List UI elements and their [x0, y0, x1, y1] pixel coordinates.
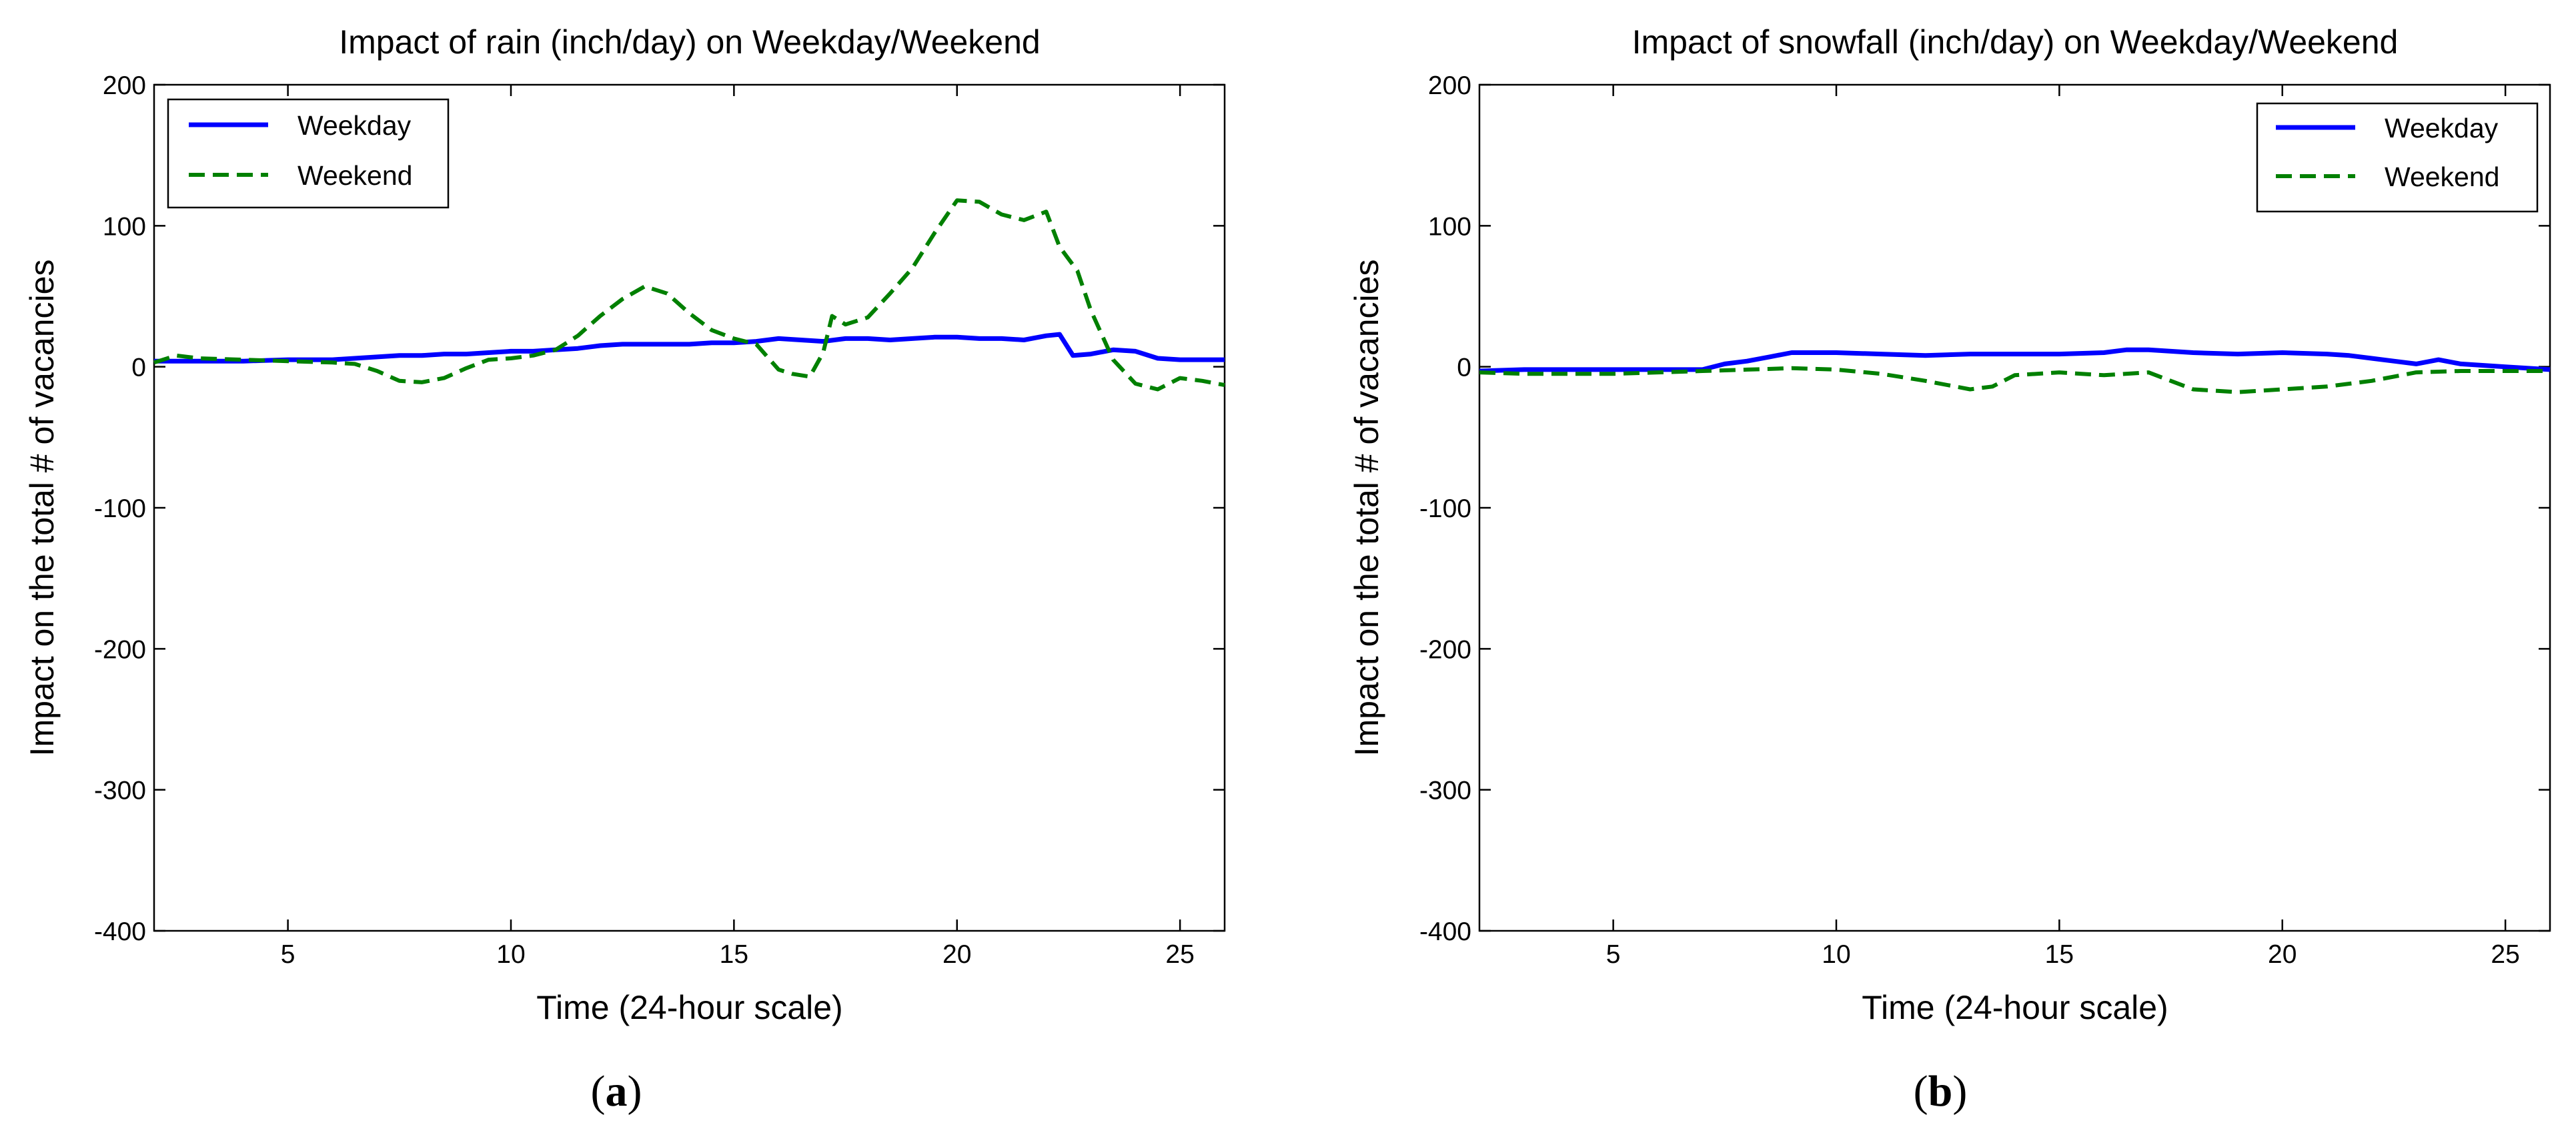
panel-a-series-weekday [154, 332, 1225, 364]
panel-b-caption-open: ( [1914, 1067, 1928, 1116]
panel-b-xtick-label: 5 [1606, 940, 1621, 969]
panel-b-x-axis: 5 10 15 20 25 [1606, 85, 2520, 969]
panel-a-caption-open: ( [591, 1067, 606, 1116]
panel-b-ytick-label: -400 [1419, 917, 1471, 946]
panel-a-x-axis: 5 10 15 20 25 [281, 85, 1195, 969]
panel-b-ytick-label: 0 [1457, 354, 1471, 382]
panel-a-legend-weekend-label: Weekend [297, 160, 412, 191]
panel-a-caption: (a) [591, 1067, 642, 1116]
panel-b-series-weekend [1479, 366, 2550, 394]
panel-b-title: Impact of snowfall (inch/day) on Weekday… [1632, 23, 2399, 61]
panel-a-y-axis: -400 -300 -200 -100 0 100 200 [94, 71, 1225, 946]
panel-a-ytick-label: -400 [94, 917, 146, 946]
panel-b-x-axis-label: Time (24-hour scale) [1862, 989, 2168, 1026]
panel-b-y-axis-label: Impact on the total # of vacancies [1348, 260, 1385, 757]
panel-a-ytick-label: -300 [94, 777, 146, 805]
panel-a-ytick-label: 200 [103, 71, 146, 100]
panel-a: -400 -300 -200 -100 0 100 200 5 10 15 20 25 Impact… [23, 23, 1226, 1116]
panel-a-y-axis-label: Impact on the total # of vacancies [23, 260, 61, 757]
panel-b-xtick-label: 25 [2491, 940, 2519, 969]
panel-a-ytick-label: 0 [131, 354, 146, 382]
panel-a-xtick-label: 20 [942, 940, 971, 969]
panel-a-xtick-label: 10 [496, 940, 525, 969]
panel-b-series-weekday [1479, 347, 2551, 374]
panel-a-legend-box [167, 98, 450, 209]
panel-a-x-axis-label: Time (24-hour scale) [536, 989, 842, 1026]
panel-a-ytick-label: 100 [103, 212, 146, 241]
panel-a-caption-letter: a [606, 1067, 628, 1116]
panel-b-legend-box [2256, 102, 2539, 213]
panel-b-legend-weekday-label: Weekday [2385, 113, 2499, 143]
panel-a-legend: Weekday Weekend [167, 98, 450, 209]
panel-a-xtick-label: 25 [1165, 940, 1194, 969]
panel-b-caption-letter: b [1928, 1067, 1953, 1116]
panel-b: -400 -300 -200 -100 0 100 200 5 10 15 20 25 Impact… [1348, 23, 2551, 1116]
panel-b-plot-frame [1478, 83, 2551, 932]
panel-b-ytick-label: -100 [1419, 494, 1471, 523]
panel-b-xtick-label: 10 [1822, 940, 1850, 969]
panel-b-xtick-label: 15 [2045, 940, 2074, 969]
panel-a-xtick-label: 15 [720, 940, 748, 969]
panel-a-series [153, 198, 1225, 392]
panel-b-ytick-label: -200 [1419, 635, 1471, 664]
panel-a-xtick-label: 5 [281, 940, 295, 969]
panel-a-ytick-label: -100 [94, 494, 146, 523]
panel-b-legend: Weekday Weekend [2256, 102, 2539, 213]
panel-b-caption-close: ) [1952, 1067, 1967, 1116]
panel-a-title: Impact of rain (inch/day) on Weekday/Wee… [339, 23, 1040, 61]
panel-a-plot-frame [153, 83, 1226, 932]
panel-b-ytick-label: 200 [1428, 71, 1471, 100]
panel-a-caption-close: ) [628, 1067, 642, 1116]
panel-b-xtick-label: 20 [2268, 940, 2297, 969]
panel-b-y-axis: -400 -300 -200 -100 0 100 200 [1419, 71, 2550, 946]
panel-b-legend-weekend-label: Weekend [2385, 161, 2499, 192]
panel-a-series-weekend [153, 198, 1225, 392]
panel-b-ytick-label: 100 [1428, 212, 1471, 241]
panel-a-legend-weekday-label: Weekday [297, 110, 412, 141]
panel-b-caption: (b) [1914, 1067, 1968, 1116]
panel-b-series [1479, 347, 2551, 394]
panel-a-ytick-label: -200 [94, 635, 146, 664]
panel-b-ytick-label: -300 [1419, 777, 1471, 805]
